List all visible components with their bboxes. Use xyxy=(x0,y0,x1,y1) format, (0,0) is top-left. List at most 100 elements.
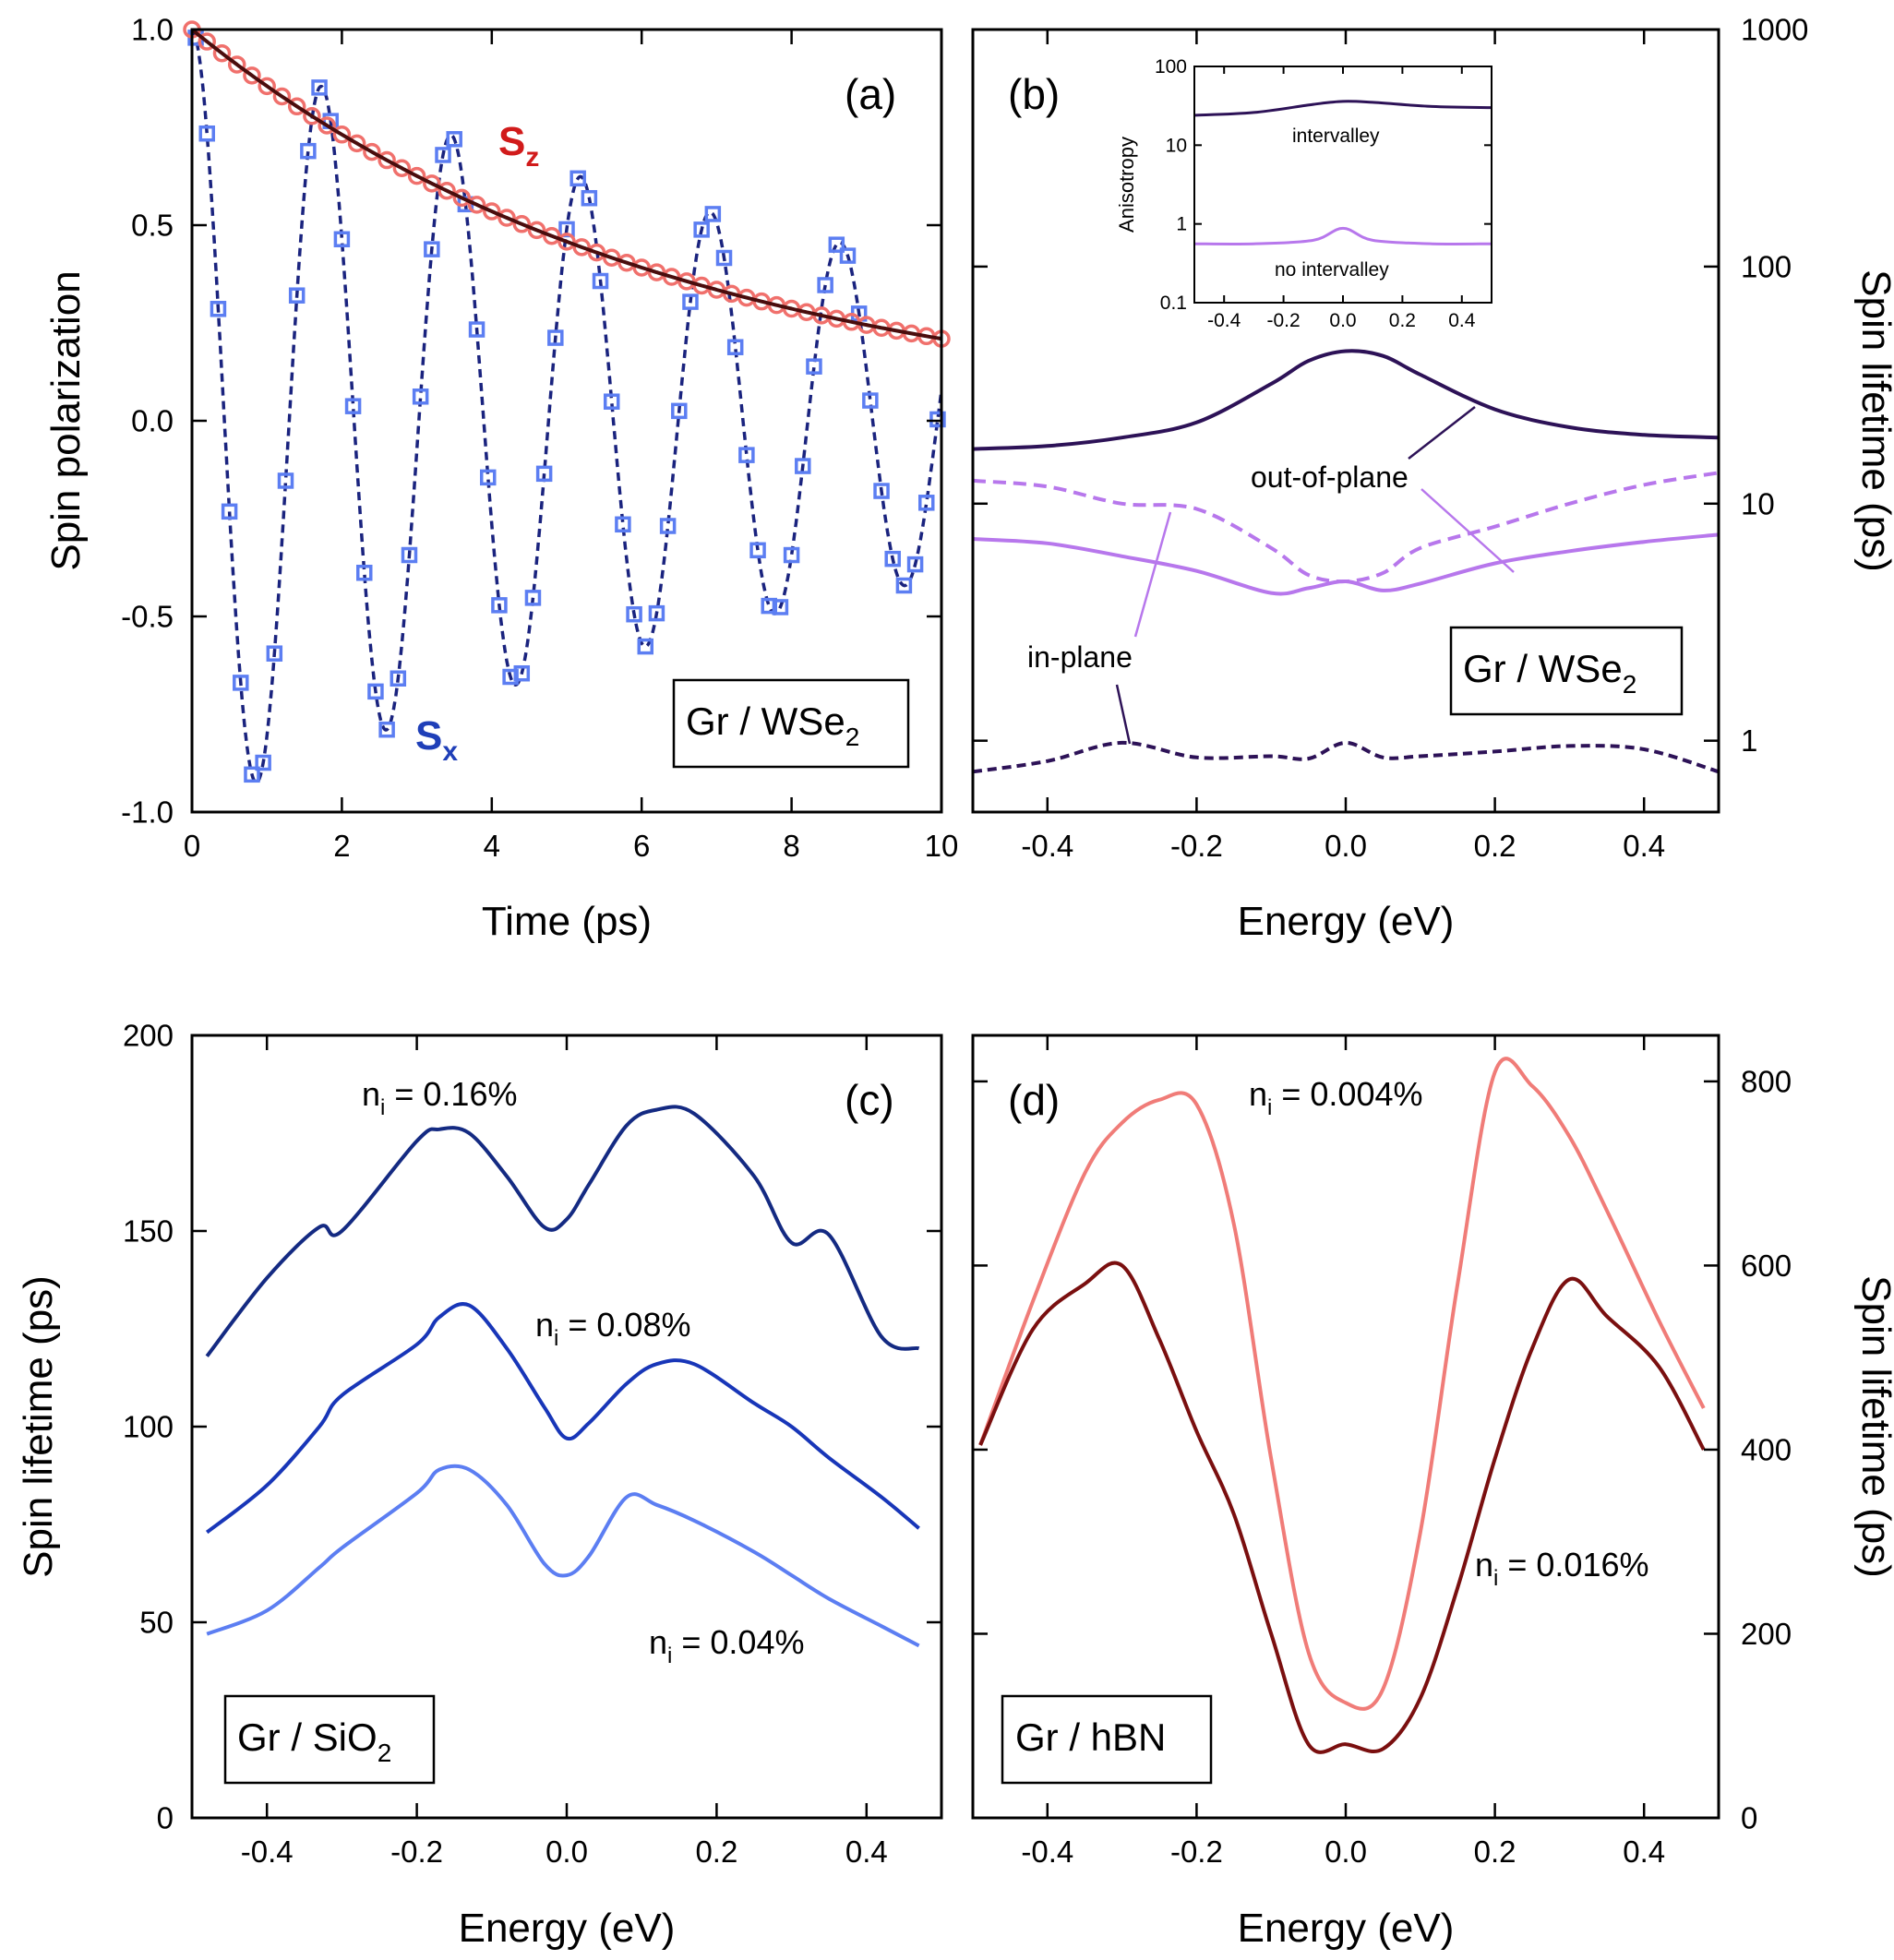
sx-marker xyxy=(738,447,755,463)
panel-c-xtick-label: 0.4 xyxy=(845,1835,888,1869)
sx-marker xyxy=(806,358,822,375)
sz-marker xyxy=(212,43,232,63)
panel-d-xtick-label: 0.4 xyxy=(1623,1835,1665,1869)
sx-marker xyxy=(715,249,733,267)
sx-marker xyxy=(390,670,407,687)
sx-marker xyxy=(918,495,935,511)
sx-marker xyxy=(401,546,418,564)
sz-marker xyxy=(543,226,561,245)
series-in-plane-no-intervalley xyxy=(972,471,1720,584)
sx-marker xyxy=(637,638,654,655)
label-ni-0004: ni = 0.004% xyxy=(1249,1075,1423,1120)
panel-a-xtick-label: 4 xyxy=(484,829,500,863)
sx-marker xyxy=(795,458,811,474)
panel-d-xtick-label: -0.2 xyxy=(1170,1835,1223,1869)
panel-b-ylabel: Spin lifetime (ps) xyxy=(1853,269,1894,572)
panel-b-legend-text: Gr / WSe2 xyxy=(1463,647,1636,699)
panel-a-ylabel: Spin polarization xyxy=(43,270,89,570)
panel-c-ytick-label: 150 xyxy=(123,1214,174,1249)
sz-marker xyxy=(363,142,381,161)
inset-ytick-label: 10 xyxy=(1166,135,1187,156)
sx-marker xyxy=(288,287,306,304)
panel-c-xtick-label: 0.2 xyxy=(695,1835,737,1869)
sx-marker xyxy=(233,675,249,691)
sx-marker xyxy=(828,236,845,253)
sx-marker xyxy=(547,329,564,346)
sx-marker xyxy=(210,301,227,317)
series-ni-0004 xyxy=(978,1057,1706,1711)
panel-a-label: (a) xyxy=(845,70,896,118)
sz-marker xyxy=(243,66,261,85)
sz-marker xyxy=(407,166,426,185)
sx-marker xyxy=(502,668,519,686)
inset-label-no-intervalley: no intervalley xyxy=(1275,259,1389,281)
sz-marker xyxy=(287,97,306,116)
sz-marker xyxy=(272,87,292,106)
inset-xtick-label: -0.4 xyxy=(1207,310,1241,331)
panel-d-ytick-label: 0 xyxy=(1741,1801,1757,1835)
panel-c-data-layer xyxy=(205,1105,920,1648)
sz-marker xyxy=(318,116,336,135)
panel-a-legend-box xyxy=(672,678,910,769)
panel-a-legend-text: Gr / WSe2 xyxy=(686,699,859,751)
panel-d-legend: Gr / hBN xyxy=(1001,1694,1213,1785)
sx-marker xyxy=(592,272,609,290)
panel-d-xtick-label: 0.2 xyxy=(1474,1835,1516,1869)
sz-marker xyxy=(602,248,621,268)
sz-marker xyxy=(423,174,441,193)
label-ni-008: ni = 0.08% xyxy=(535,1306,690,1351)
panel-a-data-layer xyxy=(183,20,951,784)
panel-c-ytick-label: 100 xyxy=(123,1410,174,1444)
sx-marker xyxy=(300,142,317,160)
panel-d-legend-text: Gr / hBN xyxy=(1015,1715,1166,1759)
annotation-in-plane: in-plane xyxy=(1027,640,1133,674)
panel-c: -0.4 -0.2 0.0 0.2 0.4 0 50 100 150 200 (c) Energy… xyxy=(16,1019,943,1951)
panel-a-xtick-label: 6 xyxy=(633,829,650,863)
inset-ytick-label: 0.1 xyxy=(1160,293,1187,314)
leader-out-of-plane-intervalley xyxy=(1408,406,1476,460)
series-in-plane-intervalley xyxy=(972,740,1720,774)
panel-a-ytick-label: 0.5 xyxy=(131,209,174,243)
panel-b-xtick-label: 0.2 xyxy=(1474,829,1516,863)
sz-marker xyxy=(198,32,216,51)
panel-a-xtick-label: 8 xyxy=(783,829,799,863)
sz-marker xyxy=(438,181,456,200)
sz-label: Sz xyxy=(498,119,539,173)
sx-marker xyxy=(761,597,777,615)
sx-marker xyxy=(783,546,800,564)
panel-a-legend: Gr / WSe2 xyxy=(672,678,910,769)
sx-marker xyxy=(895,577,913,594)
panel-a: 0 2 4 6 8 10 -1.0 -0.5 0.0 0.5 1.0 (a) Time (ps) S… xyxy=(43,13,958,944)
sx-marker xyxy=(862,392,879,409)
sx-marker xyxy=(682,293,699,310)
panel-c-xtick-label: -0.2 xyxy=(390,1835,443,1869)
panel-a-ticks: 0 2 4 6 8 10 -1.0 -0.5 0.0 0.5 1.0 xyxy=(121,13,958,863)
sx-marker xyxy=(839,247,857,264)
sx-marker xyxy=(344,398,362,414)
sx-marker xyxy=(446,131,462,148)
series-ni-008 xyxy=(205,1302,920,1535)
panel-d-xtick-label: -0.4 xyxy=(1021,1835,1073,1869)
panel-c-ytick-label: 200 xyxy=(123,1019,174,1053)
panel-d-ylabel: Spin lifetime (ps) xyxy=(1853,1275,1894,1578)
sz-marker xyxy=(483,202,501,221)
sz-marker xyxy=(392,159,412,177)
panel-c-ytick-label: 50 xyxy=(139,1606,174,1640)
panel-c-legend-box xyxy=(223,1694,436,1785)
annotation-out-of-plane: out-of-plane xyxy=(1251,460,1409,494)
panel-d-data-layer xyxy=(978,1057,1706,1754)
sx-marker xyxy=(479,469,497,486)
series-out-of-plane-intervalley xyxy=(972,349,1720,451)
sx-label: Sx xyxy=(415,713,458,767)
panel-a-xtick-label: 0 xyxy=(184,829,200,863)
sx-marker xyxy=(221,503,238,520)
inset-data-layer xyxy=(1193,100,1492,245)
panel-a-xtick-label: 10 xyxy=(925,829,959,863)
sz-marker xyxy=(512,215,532,233)
panel-b-legend-box xyxy=(1449,626,1684,716)
inset-ytick-label: 1 xyxy=(1176,214,1187,235)
sx-marker xyxy=(255,754,271,771)
panel-c-ylabel: Spin lifetime (ps) xyxy=(16,1275,61,1578)
label-ni-016: ni = 0.16% xyxy=(362,1075,517,1120)
panel-b-xlabel: Energy (eV) xyxy=(1238,899,1455,944)
